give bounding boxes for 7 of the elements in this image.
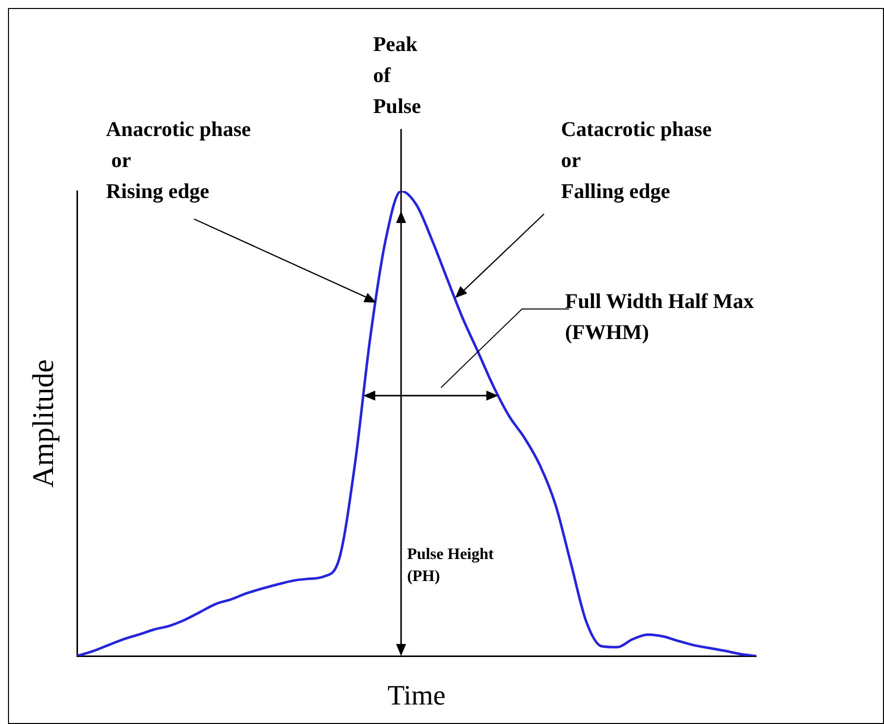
annotation: Catacrotic phase or Falling edge (561, 116, 712, 205)
x-axis-title: Time (387, 680, 446, 712)
annotation: Full Width Half Max (FWHM) (565, 288, 754, 346)
text: Peak of Pulse (373, 31, 421, 120)
annotation: Pulse Height (PH) (407, 545, 494, 587)
y-axis-title: Amplitude (26, 359, 60, 488)
annotation: Anacrotic phase or Rising edge (106, 116, 251, 205)
